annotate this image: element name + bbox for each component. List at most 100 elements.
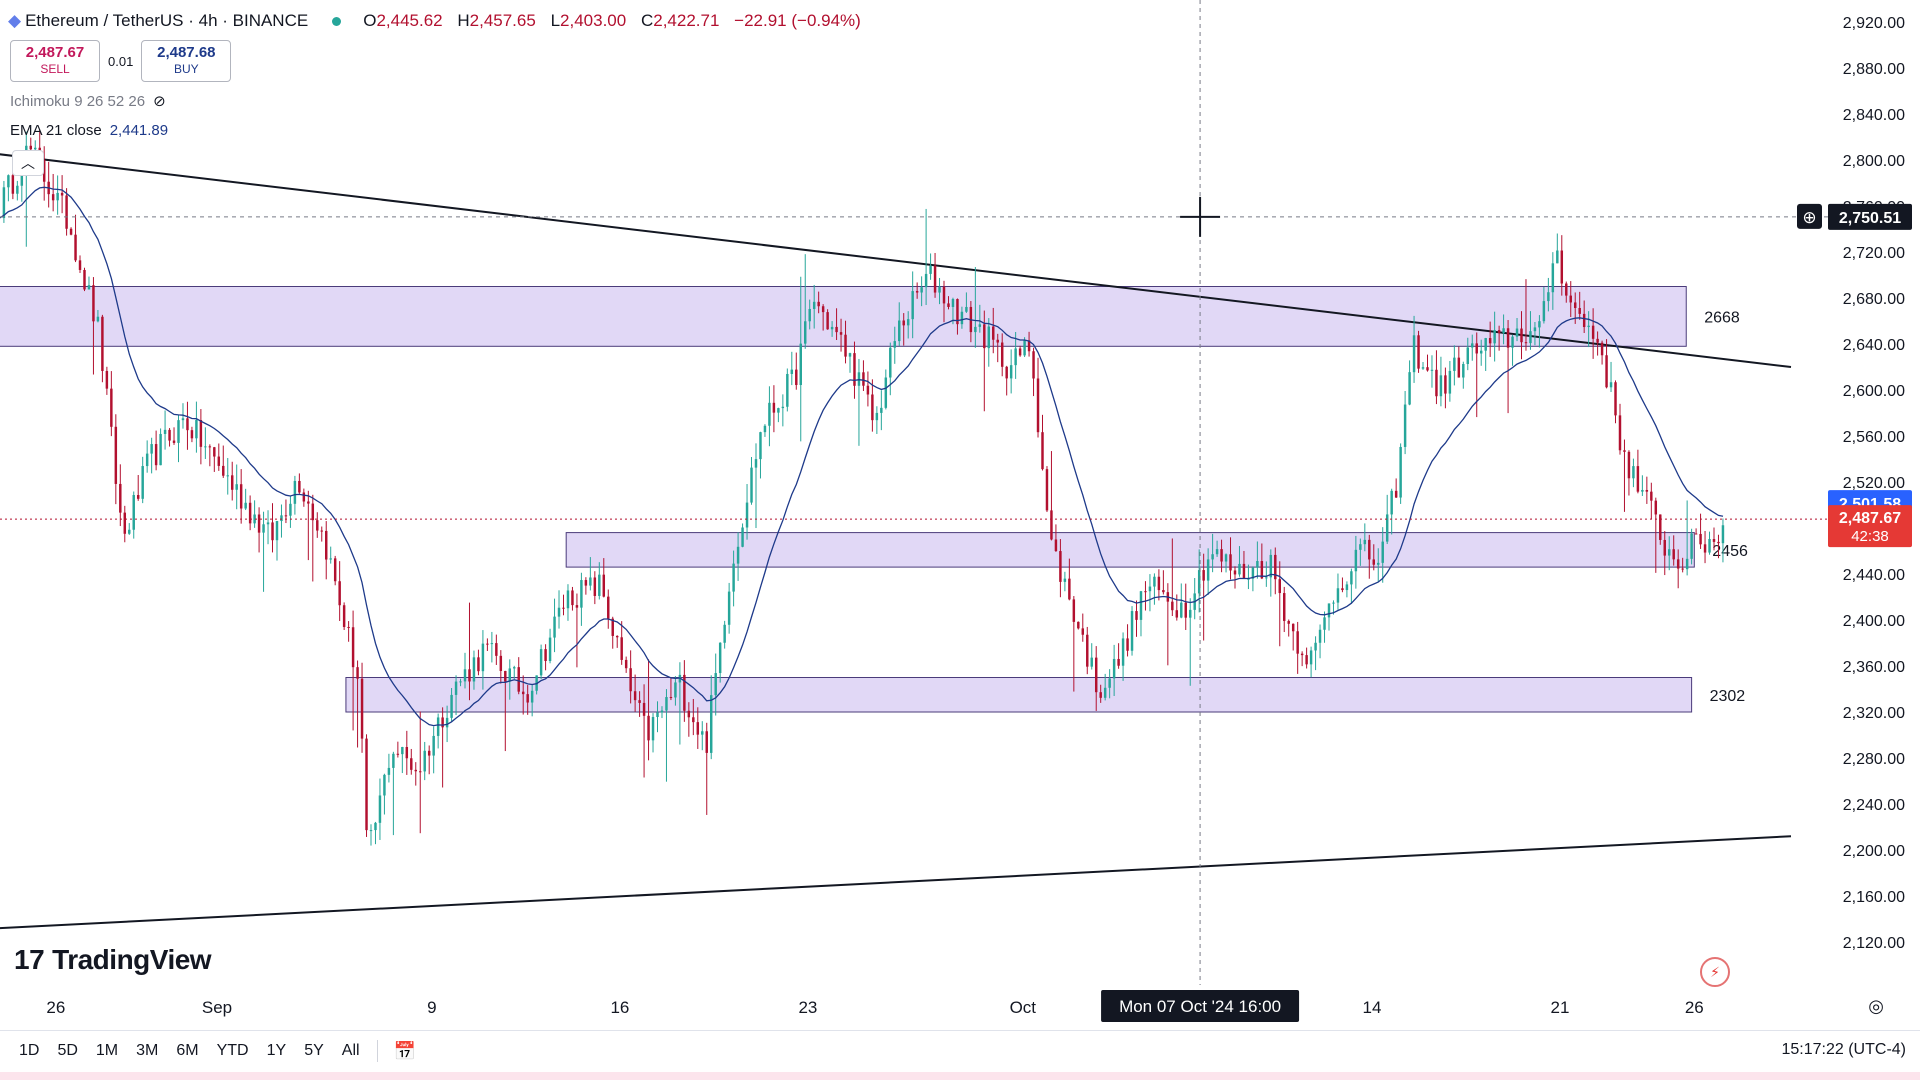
- range-3m[interactable]: 3M: [136, 1042, 159, 1059]
- indicator-ema[interactable]: EMA 21 close 2,441.89: [10, 122, 168, 139]
- spread-value: 0.01: [108, 53, 134, 69]
- buy-label: BUY: [173, 62, 199, 76]
- candle-body: [929, 265, 932, 274]
- candle-body: [956, 299, 959, 325]
- clock-readout[interactable]: 15:17:22 (UTC-4): [1781, 1041, 1907, 1058]
- tradingview-wordmark: TradingView: [52, 944, 212, 975]
- symbol-title[interactable]: ◆ Ethereum / TetherUS · 4h · BINANCE: [8, 11, 308, 31]
- candle-body: [83, 269, 86, 290]
- candle-body: [1685, 558, 1689, 570]
- y-tick-label: 2,560.00: [1843, 429, 1905, 446]
- candle-body: [1368, 539, 1371, 560]
- candle-body: [1023, 340, 1026, 356]
- x-tick-label: Oct: [1010, 998, 1037, 1017]
- candle-body: [1578, 307, 1581, 314]
- bottom-toolbar: 1D 5D 1M 3M 6M YTD 1Y 5Y All 📅 15:17:22 …: [0, 1030, 1920, 1071]
- candle-body: [374, 822, 377, 831]
- candle-body: [1077, 621, 1080, 629]
- y-tick-label: 2,120.00: [1843, 935, 1905, 952]
- candle-body: [1359, 544, 1362, 550]
- range-1y[interactable]: 1Y: [266, 1042, 287, 1059]
- candle-body: [1479, 350, 1483, 354]
- candle-body: [754, 459, 758, 468]
- candle-body: [642, 702, 646, 716]
- candle-body: [1296, 631, 1299, 654]
- candle-body: [7, 175, 10, 188]
- candle-body: [1072, 599, 1076, 622]
- candle-body: [454, 681, 458, 695]
- collapse-legend-button[interactable]: ︿: [12, 150, 44, 176]
- calendar-icon[interactable]: 📅: [393, 1040, 416, 1061]
- range-all[interactable]: All: [341, 1042, 360, 1059]
- candle-body: [392, 753, 395, 768]
- candle-body: [20, 175, 24, 186]
- candle-body: [1126, 638, 1129, 651]
- close-value: 2,422.71: [653, 11, 720, 30]
- indicator-ichimoku[interactable]: Ichimoku 9 26 52 26 ⊘: [10, 92, 166, 111]
- candle-body: [356, 667, 359, 679]
- candle-body: [499, 655, 503, 671]
- candle-body: [687, 710, 691, 718]
- candle-body: [387, 767, 391, 775]
- candle-body: [530, 690, 534, 703]
- candle-body: [1435, 369, 1438, 397]
- countdown-text: 42:38: [1851, 528, 1889, 545]
- candle-body: [1690, 533, 1693, 559]
- candle-body: [871, 394, 874, 421]
- candle-body: [1323, 617, 1326, 630]
- y-tick-label: 2,520.00: [1843, 475, 1905, 492]
- candle-body: [817, 301, 820, 307]
- settings-gear-icon[interactable]: ◎: [1868, 996, 1884, 1016]
- candle-body: [78, 260, 82, 270]
- range-ytd[interactable]: YTD: [216, 1042, 249, 1059]
- candle-body: [463, 669, 467, 682]
- candles-layer: [2, 129, 1725, 846]
- range-5y[interactable]: 5Y: [304, 1042, 324, 1059]
- candle-body: [320, 530, 323, 532]
- candle-body: [692, 717, 695, 723]
- candle-body: [230, 475, 234, 490]
- candle-body: [324, 530, 328, 560]
- candle-body: [1148, 586, 1152, 592]
- candle-body: [638, 700, 641, 703]
- candle-body: [1448, 370, 1452, 394]
- range-1d[interactable]: 1D: [19, 1042, 40, 1059]
- market-status-icon: [332, 16, 342, 26]
- candle-body: [938, 286, 941, 293]
- sell-button[interactable]: 2,487.67 SELL: [10, 40, 100, 82]
- candle-body: [589, 577, 592, 586]
- y-tick-label: 2,440.00: [1843, 567, 1905, 584]
- range-5d[interactable]: 5D: [57, 1042, 78, 1059]
- candle-body: [1153, 576, 1156, 587]
- high-label: H: [457, 11, 470, 30]
- eye-off-icon[interactable]: ⊘: [153, 93, 166, 110]
- open-value: 2,445.62: [376, 11, 443, 30]
- candle-body: [1094, 657, 1098, 693]
- candle-body: [159, 433, 162, 466]
- candle-body: [795, 369, 798, 386]
- candle-body: [1014, 348, 1017, 366]
- candle-body: [293, 480, 297, 504]
- candle-body: [607, 596, 610, 619]
- candle-body: [1457, 357, 1461, 378]
- candle-body: [915, 291, 919, 293]
- candle-body: [1430, 369, 1434, 371]
- lightning-icon[interactable]: ⚡: [1700, 957, 1730, 987]
- candle-body: [875, 412, 879, 421]
- candle-body: [92, 285, 95, 322]
- candle-body: [423, 750, 426, 772]
- candle-body: [1197, 570, 1201, 594]
- range-1m[interactable]: 1M: [95, 1042, 119, 1059]
- candle-body: [271, 522, 274, 541]
- candle-body: [772, 402, 776, 413]
- candle-body: [651, 717, 655, 741]
- candle-body: [1283, 593, 1286, 621]
- candle-body: [1524, 342, 1528, 344]
- candle-body: [163, 429, 167, 434]
- buy-button[interactable]: 2,487.68 BUY: [141, 40, 232, 82]
- x-tick-label: 26: [1685, 998, 1704, 1017]
- candle-body: [136, 495, 140, 499]
- candle-body: [1327, 603, 1331, 618]
- range-6m[interactable]: 6M: [176, 1042, 199, 1059]
